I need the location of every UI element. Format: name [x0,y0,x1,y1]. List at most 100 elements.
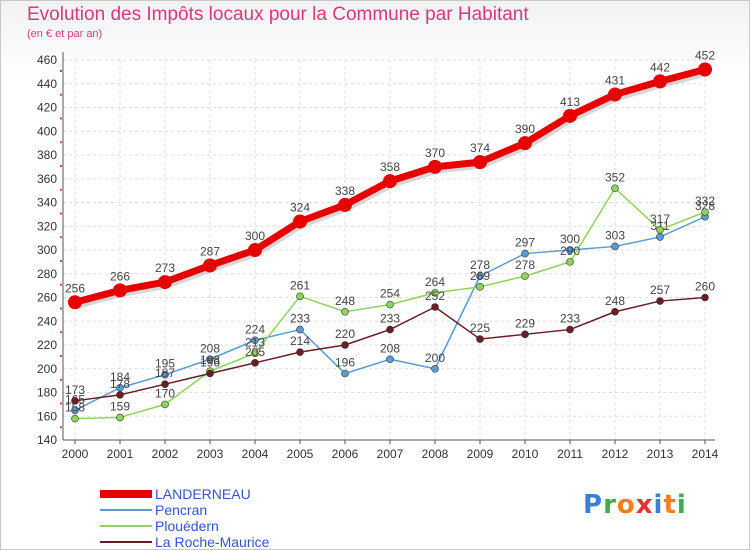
data-point-landerneau [473,155,487,170]
x-tick-label: 2009 [467,447,494,461]
data-label-la-roche-maurice: 257 [650,283,670,297]
y-tick-label: 380 [37,148,57,162]
data-point-landerneau [563,108,577,123]
x-tick-label: 2003 [197,447,224,461]
logo-letter: r [603,490,617,520]
y-tick-label: 180 [37,386,57,400]
data-label-landerneau: 431 [605,73,625,87]
data-point-plou-dern [341,307,349,316]
proxiti-logo: Proxiti [583,490,687,520]
data-point-plou-dern [521,272,529,280]
data-label-la-roche-maurice: 233 [380,312,400,326]
data-point-plou-dern [161,400,169,409]
data-label-la-roche-maurice: 187 [155,366,175,380]
data-label-pencran: 200 [425,351,445,365]
data-label-landerneau: 370 [425,146,445,160]
logo-letter: o [616,490,636,520]
y-tick-label: 320 [37,219,57,233]
data-label-plou-dern: 213 [245,335,265,349]
data-label-pencran: 297 [515,236,535,250]
data-label-la-roche-maurice: 225 [470,321,490,335]
data-point-landerneau [293,214,307,229]
data-point-la-roche-maurice [386,325,394,334]
legend-label: Pencran [155,502,208,518]
data-point-landerneau [158,275,172,290]
x-tick-label: 2013 [647,447,674,461]
data-point-pencran [656,233,664,241]
data-point-la-roche-maurice [341,341,349,349]
x-tick-label: 2002 [152,447,179,461]
y-tick-label: 140 [37,433,57,447]
x-tick-label: 2008 [422,447,449,461]
data-point-pencran [431,364,439,373]
y-tick-label: 200 [37,362,57,376]
data-point-pencran [611,242,619,251]
legend-swatch [100,525,152,527]
x-tick-label: 2001 [107,447,134,461]
data-point-landerneau [428,159,442,174]
data-label-landerneau: 442 [650,60,670,74]
data-label-la-roche-maurice: 233 [560,312,580,326]
y-tick-label: 360 [37,172,57,186]
data-label-pencran: 233 [290,312,310,326]
data-label-landerneau: 287 [200,244,220,258]
data-label-plou-dern: 248 [335,294,355,308]
data-point-la-roche-maurice [521,330,529,339]
data-point-landerneau [518,136,532,151]
logo-letter: t [663,490,677,520]
x-tick-label: 2012 [602,447,629,461]
data-label-plou-dern: 261 [290,278,310,292]
x-tick-label: 2006 [332,447,359,461]
data-point-landerneau [338,197,352,212]
data-point-pencran [71,406,79,415]
data-label-pencran: 224 [245,322,265,336]
data-point-la-roche-maurice [71,397,79,405]
data-label-plou-dern: 290 [560,244,580,258]
data-label-plou-dern: 278 [515,258,535,272]
y-tick-label: 220 [37,338,57,352]
data-point-landerneau [203,258,217,273]
data-label-la-roche-maurice: 196 [200,356,220,370]
data-label-la-roche-maurice: 252 [425,289,445,303]
data-point-la-roche-maurice [611,307,619,316]
data-label-landerneau: 413 [560,95,580,109]
data-point-la-roche-maurice [566,325,574,334]
data-label-plou-dern: 332 [695,194,715,208]
data-point-plou-dern [476,283,484,291]
data-point-pencran [341,369,349,378]
data-point-la-roche-maurice [431,303,439,311]
data-point-la-roche-maurice [296,348,304,356]
data-point-plou-dern [656,226,664,234]
logo-letter: P [583,490,604,520]
data-point-la-roche-maurice [206,369,214,378]
data-point-pencran [566,246,574,254]
data-point-la-roche-maurice [161,380,169,388]
data-point-pencran [251,336,259,345]
data-label-la-roche-maurice: 214 [290,334,310,348]
data-point-pencran [296,325,304,334]
x-tick-label: 2004 [242,447,269,461]
x-tick-label: 2000 [62,447,89,461]
y-tick-label: 260 [37,291,57,305]
data-label-la-roche-maurice: 205 [245,345,265,359]
data-label-la-roche-maurice: 229 [515,316,535,330]
data-point-landerneau [653,74,667,89]
chart-title: Evolution des Impôts locaux pour la Comm… [27,4,529,25]
data-label-landerneau: 256 [65,281,85,295]
x-tick-label: 2007 [377,447,404,461]
legend-label: LANDERNEAU [155,486,251,502]
data-label-plou-dern: 159 [110,399,130,413]
data-label-pencran: 278 [470,258,490,272]
data-label-la-roche-maurice: 260 [695,280,715,294]
data-label-pencran: 303 [605,228,625,242]
data-point-pencran [206,355,214,364]
data-label-plou-dern: 352 [605,170,625,184]
data-point-pencran [476,272,484,280]
logo-letter: x [635,490,654,520]
data-label-landerneau: 358 [380,160,400,174]
data-point-plou-dern [116,413,124,422]
data-label-landerneau: 390 [515,122,535,136]
data-label-pencran: 311 [650,219,669,233]
data-label-la-roche-maurice: 220 [335,327,355,341]
